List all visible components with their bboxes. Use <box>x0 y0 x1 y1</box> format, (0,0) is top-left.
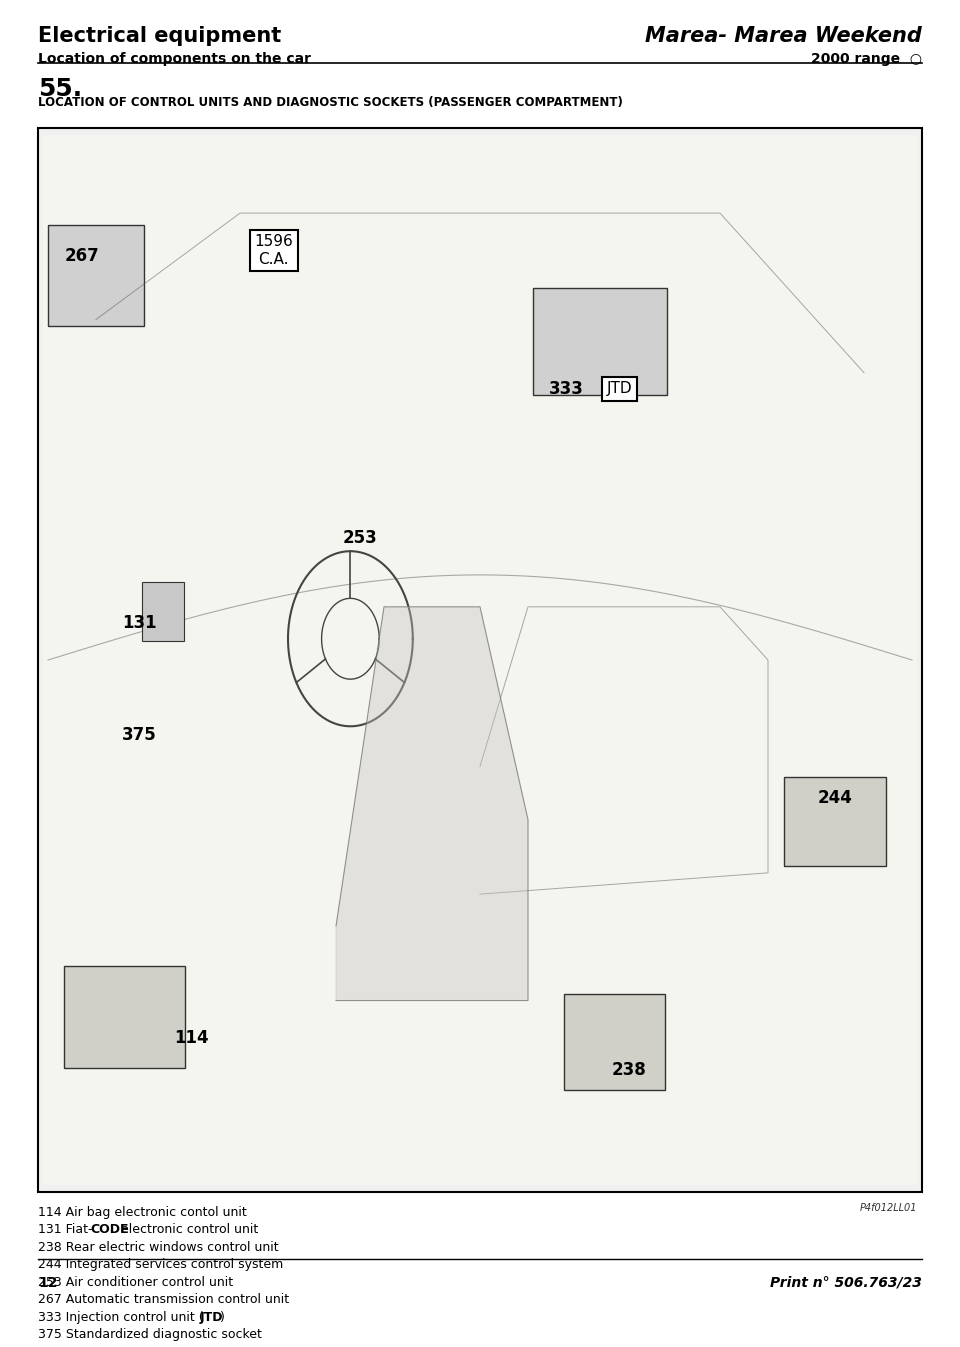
FancyBboxPatch shape <box>48 225 144 326</box>
Text: Marea- Marea Weekend: Marea- Marea Weekend <box>645 26 922 46</box>
Text: 238: 238 <box>612 1060 646 1079</box>
FancyBboxPatch shape <box>564 994 665 1090</box>
Text: 253 Air conditioner control unit: 253 Air conditioner control unit <box>38 1276 233 1289</box>
FancyBboxPatch shape <box>43 135 917 1185</box>
FancyBboxPatch shape <box>533 288 667 396</box>
Text: 244 Integrated services control system: 244 Integrated services control system <box>38 1258 283 1272</box>
Text: JTD: JTD <box>607 381 632 396</box>
Text: JTD: JTD <box>200 1311 223 1324</box>
FancyBboxPatch shape <box>64 966 185 1068</box>
Text: 333: 333 <box>549 380 584 397</box>
Text: ): ) <box>220 1311 225 1324</box>
Text: Location of components on the car: Location of components on the car <box>38 53 311 66</box>
FancyBboxPatch shape <box>38 128 922 1192</box>
Text: 2000 range  ○: 2000 range ○ <box>810 53 922 66</box>
Text: 1596
C.A.: 1596 C.A. <box>254 234 293 267</box>
Polygon shape <box>336 606 528 1001</box>
Text: 333 Injection control unit (: 333 Injection control unit ( <box>38 1311 204 1324</box>
Text: 375 Standardized diagnostic socket: 375 Standardized diagnostic socket <box>38 1328 262 1342</box>
Text: 253: 253 <box>343 528 377 547</box>
Text: 114: 114 <box>175 1029 209 1047</box>
Text: 131: 131 <box>122 614 156 632</box>
Text: 375: 375 <box>122 726 156 744</box>
FancyBboxPatch shape <box>142 582 184 641</box>
Text: LOCATION OF CONTROL UNITS AND DIAGNOSTIC SOCKETS (PASSENGER COMPARTMENT): LOCATION OF CONTROL UNITS AND DIAGNOSTIC… <box>38 96 623 109</box>
Text: 12: 12 <box>38 1276 58 1289</box>
Text: 267 Automatic transmission control unit: 267 Automatic transmission control unit <box>38 1293 290 1307</box>
Text: 114 Air bag electronic contol unit: 114 Air bag electronic contol unit <box>38 1206 247 1219</box>
Text: CODE: CODE <box>90 1223 129 1237</box>
Text: Electrical equipment: Electrical equipment <box>38 26 281 46</box>
Text: 55.: 55. <box>38 77 83 101</box>
Text: P4f012LL01: P4f012LL01 <box>859 1203 917 1212</box>
Text: 244: 244 <box>818 789 852 807</box>
FancyBboxPatch shape <box>784 777 886 866</box>
Text: 267: 267 <box>64 247 99 264</box>
Text: 131 Fiat-: 131 Fiat- <box>38 1223 93 1237</box>
Text: electronic control unit: electronic control unit <box>117 1223 258 1237</box>
Text: Print n° 506.763/23: Print n° 506.763/23 <box>770 1276 922 1289</box>
Text: 238 Rear electric windows control unit: 238 Rear electric windows control unit <box>38 1241 279 1254</box>
